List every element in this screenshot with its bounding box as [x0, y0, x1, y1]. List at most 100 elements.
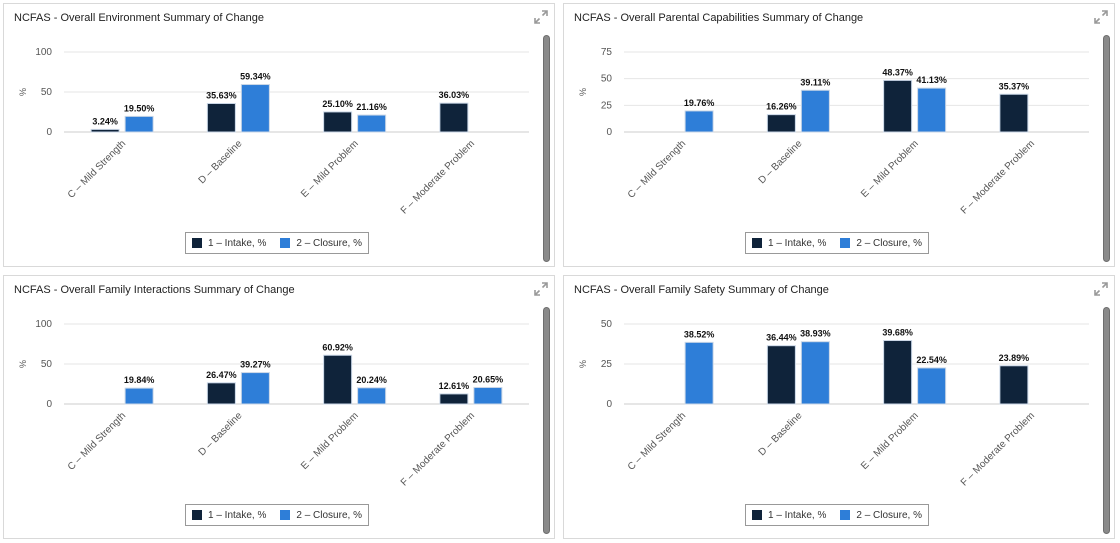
legend-label-intake: 1 – Intake, % — [768, 509, 827, 521]
x-category-label: E – Mild Problem — [299, 410, 361, 472]
x-category-label: D – Baseline — [757, 138, 805, 186]
legend-swatch-intake — [192, 238, 202, 248]
data-label-closure: 19.76% — [684, 98, 715, 108]
legend-label-closure: 2 – Closure, % — [296, 237, 362, 249]
y-axis-label: % — [578, 360, 588, 368]
chart-legend: 1 – Intake, % 2 – Closure, % — [185, 232, 369, 254]
x-category-label: F – Moderate Problem — [959, 410, 1037, 488]
x-category-label: C – Mild Strength — [66, 138, 128, 200]
data-label-intake: 35.63% — [206, 90, 237, 100]
data-label-closure: 39.11% — [800, 77, 830, 87]
legend-label-intake: 1 – Intake, % — [208, 237, 267, 249]
bar-intake — [323, 354, 353, 405]
x-category-label: F – Moderate Problem — [399, 410, 477, 488]
chart-legend: 1 – Intake, % 2 – Closure, % — [745, 504, 929, 526]
data-label-closure: 21.16% — [356, 102, 387, 112]
chart-panel-family-safety: NCFAS - Overall Family Safety Summary of… — [563, 275, 1115, 539]
legend-label-intake: 1 – Intake, % — [208, 509, 267, 521]
x-category-label: E – Mild Problem — [859, 410, 921, 472]
y-axis-label: % — [18, 88, 28, 96]
expand-icon[interactable] — [534, 10, 548, 24]
x-category-label: C – Mild Strength — [66, 410, 128, 472]
data-label-intake: 16.26% — [766, 102, 797, 112]
bar-intake — [999, 365, 1029, 405]
data-label-closure: 22.54% — [916, 355, 947, 365]
data-label-intake: 26.47% — [206, 370, 237, 380]
data-label-closure: 38.52% — [684, 329, 715, 339]
x-category-label: C – Mild Strength — [626, 138, 688, 200]
scrollbar[interactable] — [1103, 35, 1110, 262]
data-label-closure: 38.93% — [800, 329, 831, 339]
legend-item-intake[interactable]: 1 – Intake, % — [752, 238, 826, 249]
data-label-closure: 19.84% — [124, 375, 155, 385]
data-label-closure: 19.50% — [124, 103, 155, 113]
legend-item-intake[interactable]: 1 – Intake, % — [752, 510, 826, 521]
legend-item-closure[interactable]: 2 – Closure, % — [280, 510, 362, 521]
data-label-closure: 20.24% — [356, 375, 387, 385]
bar-closure — [124, 387, 154, 405]
y-tick-label: 25 — [601, 100, 613, 111]
chart-legend: 1 – Intake, % 2 – Closure, % — [185, 504, 369, 526]
panel-title: NCFAS - Overall Environment Summary of C… — [14, 12, 265, 24]
data-label-intake: 39.68% — [882, 328, 913, 338]
legend-item-intake[interactable]: 1 – Intake, % — [192, 510, 266, 521]
x-category-label: D – Baseline — [197, 138, 245, 186]
data-label-intake: 60.92% — [322, 342, 353, 352]
legend-swatch-intake — [752, 510, 762, 520]
chart-svg: 0 50 100% 3.24% 19.50% C – Mild Strength 35.63… — [18, 47, 529, 216]
data-label-intake: 12.61% — [439, 381, 470, 391]
expand-icon[interactable] — [1094, 10, 1108, 24]
y-tick-label: 0 — [606, 399, 612, 410]
bar-closure — [473, 386, 503, 405]
legend-label-intake: 1 – Intake, % — [768, 237, 827, 249]
bar-closure — [684, 341, 714, 405]
chart-svg: 0 25 50 75% 19.76% C – Mild Strength 16.26% 39.… — [578, 47, 1089, 216]
data-label-intake: 48.37% — [882, 67, 913, 77]
chart-panel-environment: NCFAS - Overall Environment Summary of C… — [3, 3, 555, 267]
bar-intake — [90, 128, 120, 133]
legend-item-closure[interactable]: 2 – Closure, % — [280, 238, 362, 249]
y-tick-label: 0 — [46, 399, 52, 410]
bar-intake — [999, 93, 1029, 133]
bar-intake — [439, 393, 469, 405]
x-category-label: F – Moderate Problem — [959, 138, 1037, 216]
scrollbar[interactable] — [543, 307, 550, 534]
scrollbar[interactable] — [543, 35, 550, 262]
scrollbar[interactable] — [1103, 307, 1110, 534]
x-category-label: D – Baseline — [757, 410, 805, 458]
legend-item-closure[interactable]: 2 – Closure, % — [840, 510, 922, 521]
bar-intake — [206, 382, 236, 405]
bar-intake — [766, 114, 796, 133]
legend-item-intake[interactable]: 1 – Intake, % — [192, 238, 266, 249]
data-label-intake: 35.37% — [999, 81, 1030, 91]
bar-closure — [917, 87, 947, 133]
bar-intake — [206, 102, 236, 133]
y-tick-label: 50 — [41, 359, 53, 370]
y-tick-label: 50 — [41, 87, 53, 98]
data-label-intake: 23.89% — [999, 353, 1030, 363]
data-label-intake: 25.10% — [322, 99, 353, 109]
x-category-label: E – Mild Problem — [299, 138, 361, 200]
chart-legend: 1 – Intake, % 2 – Closure, % — [745, 232, 929, 254]
bar-intake — [883, 340, 913, 405]
bar-intake — [883, 79, 913, 133]
y-tick-label: 50 — [601, 319, 613, 330]
legend-item-closure[interactable]: 2 – Closure, % — [840, 238, 922, 249]
bar-intake — [766, 345, 796, 405]
data-label-intake: 36.44% — [766, 333, 797, 343]
data-label-intake: 3.24% — [92, 116, 118, 126]
y-axis-label: % — [18, 360, 28, 368]
legend-swatch-intake — [192, 510, 202, 520]
chart-panel-parental-capabilities: NCFAS - Overall Parental Capabilities Su… — [563, 3, 1115, 267]
y-tick-label: 75 — [601, 47, 613, 58]
x-category-label: C – Mild Strength — [626, 410, 688, 472]
expand-icon[interactable] — [1094, 282, 1108, 296]
data-label-intake: 36.03% — [439, 90, 470, 100]
y-tick-label: 0 — [606, 127, 612, 138]
panel-title: NCFAS - Overall Family Safety Summary of… — [574, 284, 829, 296]
legend-label-closure: 2 – Closure, % — [296, 509, 362, 521]
expand-icon[interactable] — [534, 282, 548, 296]
chart-svg: 0 25 50% 38.52% C – Mild Strength 36.44% 38.93… — [578, 319, 1089, 488]
y-tick-label: 50 — [601, 74, 613, 85]
y-tick-label: 25 — [601, 359, 613, 370]
